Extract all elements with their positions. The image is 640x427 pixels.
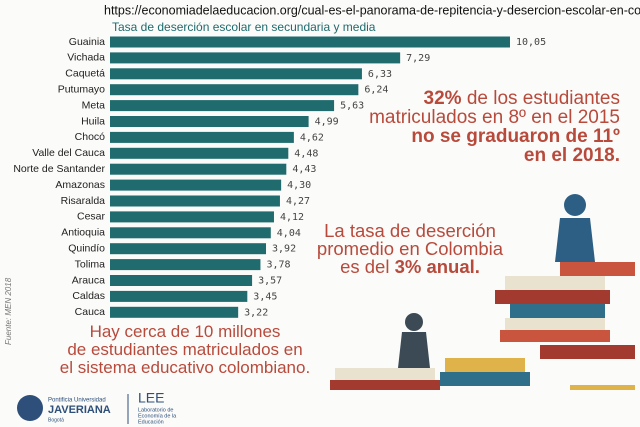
bar	[110, 243, 267, 255]
bar	[110, 52, 401, 64]
source-url: https://economiadelaeducacion.org/cual-e…	[104, 3, 640, 17]
annotation-segment: 3% anual.	[395, 256, 480, 277]
annotation: en el 2018.	[524, 145, 620, 166]
value-label: 4,12	[280, 212, 304, 223]
annotation-segment: en el 2018.	[524, 145, 620, 166]
annotation: matriculados en 8º en el 2015	[369, 107, 620, 128]
category-label: Huila	[81, 115, 105, 127]
annotation-segment: de los estudiantes	[462, 88, 620, 109]
value-label: 4,27	[286, 196, 310, 207]
value-label: 4,48	[294, 148, 318, 159]
annotation: es del 3% anual.	[340, 256, 480, 277]
bar	[110, 275, 253, 286]
category-label: Risaralda	[61, 195, 106, 207]
annotation: 32% de los estudiantes	[424, 88, 620, 109]
bar	[110, 131, 294, 143]
category-label: Tolima	[75, 258, 106, 270]
annotation-segment: de estudiantes matriculados en	[67, 340, 302, 359]
bar	[110, 36, 510, 48]
footer: Pontificia Universidad JAVERIANA Bogotá …	[0, 390, 640, 427]
value-label: 3,78	[266, 260, 290, 271]
annotation: el sistema educativo colombiano.	[60, 358, 310, 377]
category-label: Cesar	[77, 211, 106, 223]
bar	[110, 179, 282, 191]
university-crest	[17, 395, 43, 421]
annotation-segment: promedio en Colombia	[317, 238, 504, 259]
value-label: 4,04	[277, 228, 301, 239]
bar	[110, 211, 274, 223]
bar	[110, 290, 248, 302]
category-label: Caldas	[72, 290, 105, 302]
value-label: 4,43	[292, 164, 316, 175]
annotation-segment: es del	[340, 256, 395, 277]
annotation-segment: el sistema educativo colombiano.	[60, 358, 310, 377]
value-label: 3,22	[244, 307, 268, 318]
annotation-segment: no se graduaron de 11º	[411, 126, 620, 147]
logo-text: Economía de la	[138, 413, 177, 419]
bar	[110, 227, 271, 239]
logo-text: LEE	[138, 390, 164, 406]
category-label: Meta	[82, 99, 106, 111]
category-label: Caquetá	[65, 68, 105, 80]
category-label: Chocó	[75, 131, 106, 143]
value-label: 3,45	[253, 291, 277, 302]
bar	[110, 163, 287, 175]
bar	[110, 306, 239, 318]
category-label: Guainia	[69, 36, 105, 48]
category-label: Vichada	[67, 52, 105, 64]
category-label: Norte de Santander	[13, 163, 105, 175]
category-label: Valle del Cauca	[32, 147, 105, 159]
category-label: Arauca	[72, 274, 105, 286]
value-label: 7,29	[406, 53, 430, 64]
bar	[110, 100, 335, 112]
category-label: Cauca	[75, 306, 106, 318]
category-label: Amazonas	[55, 179, 105, 191]
value-label: 5,63	[340, 101, 364, 112]
annotation-segment: 32%	[424, 88, 462, 109]
bar	[110, 259, 261, 271]
annotation-segment: Hay cerca de 10 millones	[90, 322, 281, 341]
category-label: Quindío	[68, 242, 105, 254]
value-label: 4,30	[287, 180, 311, 191]
source-note: Fuente: MEN 2018	[4, 277, 13, 345]
annotation: no se graduaron de 11º	[411, 126, 620, 147]
value-label: 3,92	[272, 244, 296, 255]
bar	[110, 84, 359, 96]
value-label: 3,57	[258, 276, 282, 287]
category-label: Putumayo	[58, 83, 105, 95]
value-label: 6,24	[364, 85, 388, 96]
value-label: 6,33	[368, 69, 392, 80]
bar	[110, 116, 309, 127]
annotation-segment: La tasa de deserción	[324, 220, 496, 241]
annotation: promedio en Colombia	[317, 238, 504, 259]
annotation-segment: matriculados en 8º en el 2015	[369, 107, 620, 128]
bar	[110, 195, 280, 207]
value-label: 4,62	[300, 132, 324, 143]
value-label: 4,99	[315, 117, 339, 128]
logo-text: JAVERIANA	[48, 404, 111, 416]
category-label: Antioquia	[61, 227, 105, 239]
annotation: de estudiantes matriculados en	[67, 340, 302, 359]
bar	[110, 147, 289, 159]
logo-text: Bogotá	[48, 417, 64, 423]
logo-text: Pontificia Universidad	[48, 398, 106, 404]
bar	[110, 68, 362, 80]
value-label: 10,05	[516, 37, 546, 48]
logo-text: Laboratorio de	[138, 407, 173, 413]
annotation: La tasa de deserción	[324, 220, 496, 241]
chart-title: Tasa de deserción escolar en secundaria …	[112, 20, 376, 34]
annotation: Hay cerca de 10 millones	[90, 322, 281, 341]
logo-text: Educación	[138, 419, 164, 425]
